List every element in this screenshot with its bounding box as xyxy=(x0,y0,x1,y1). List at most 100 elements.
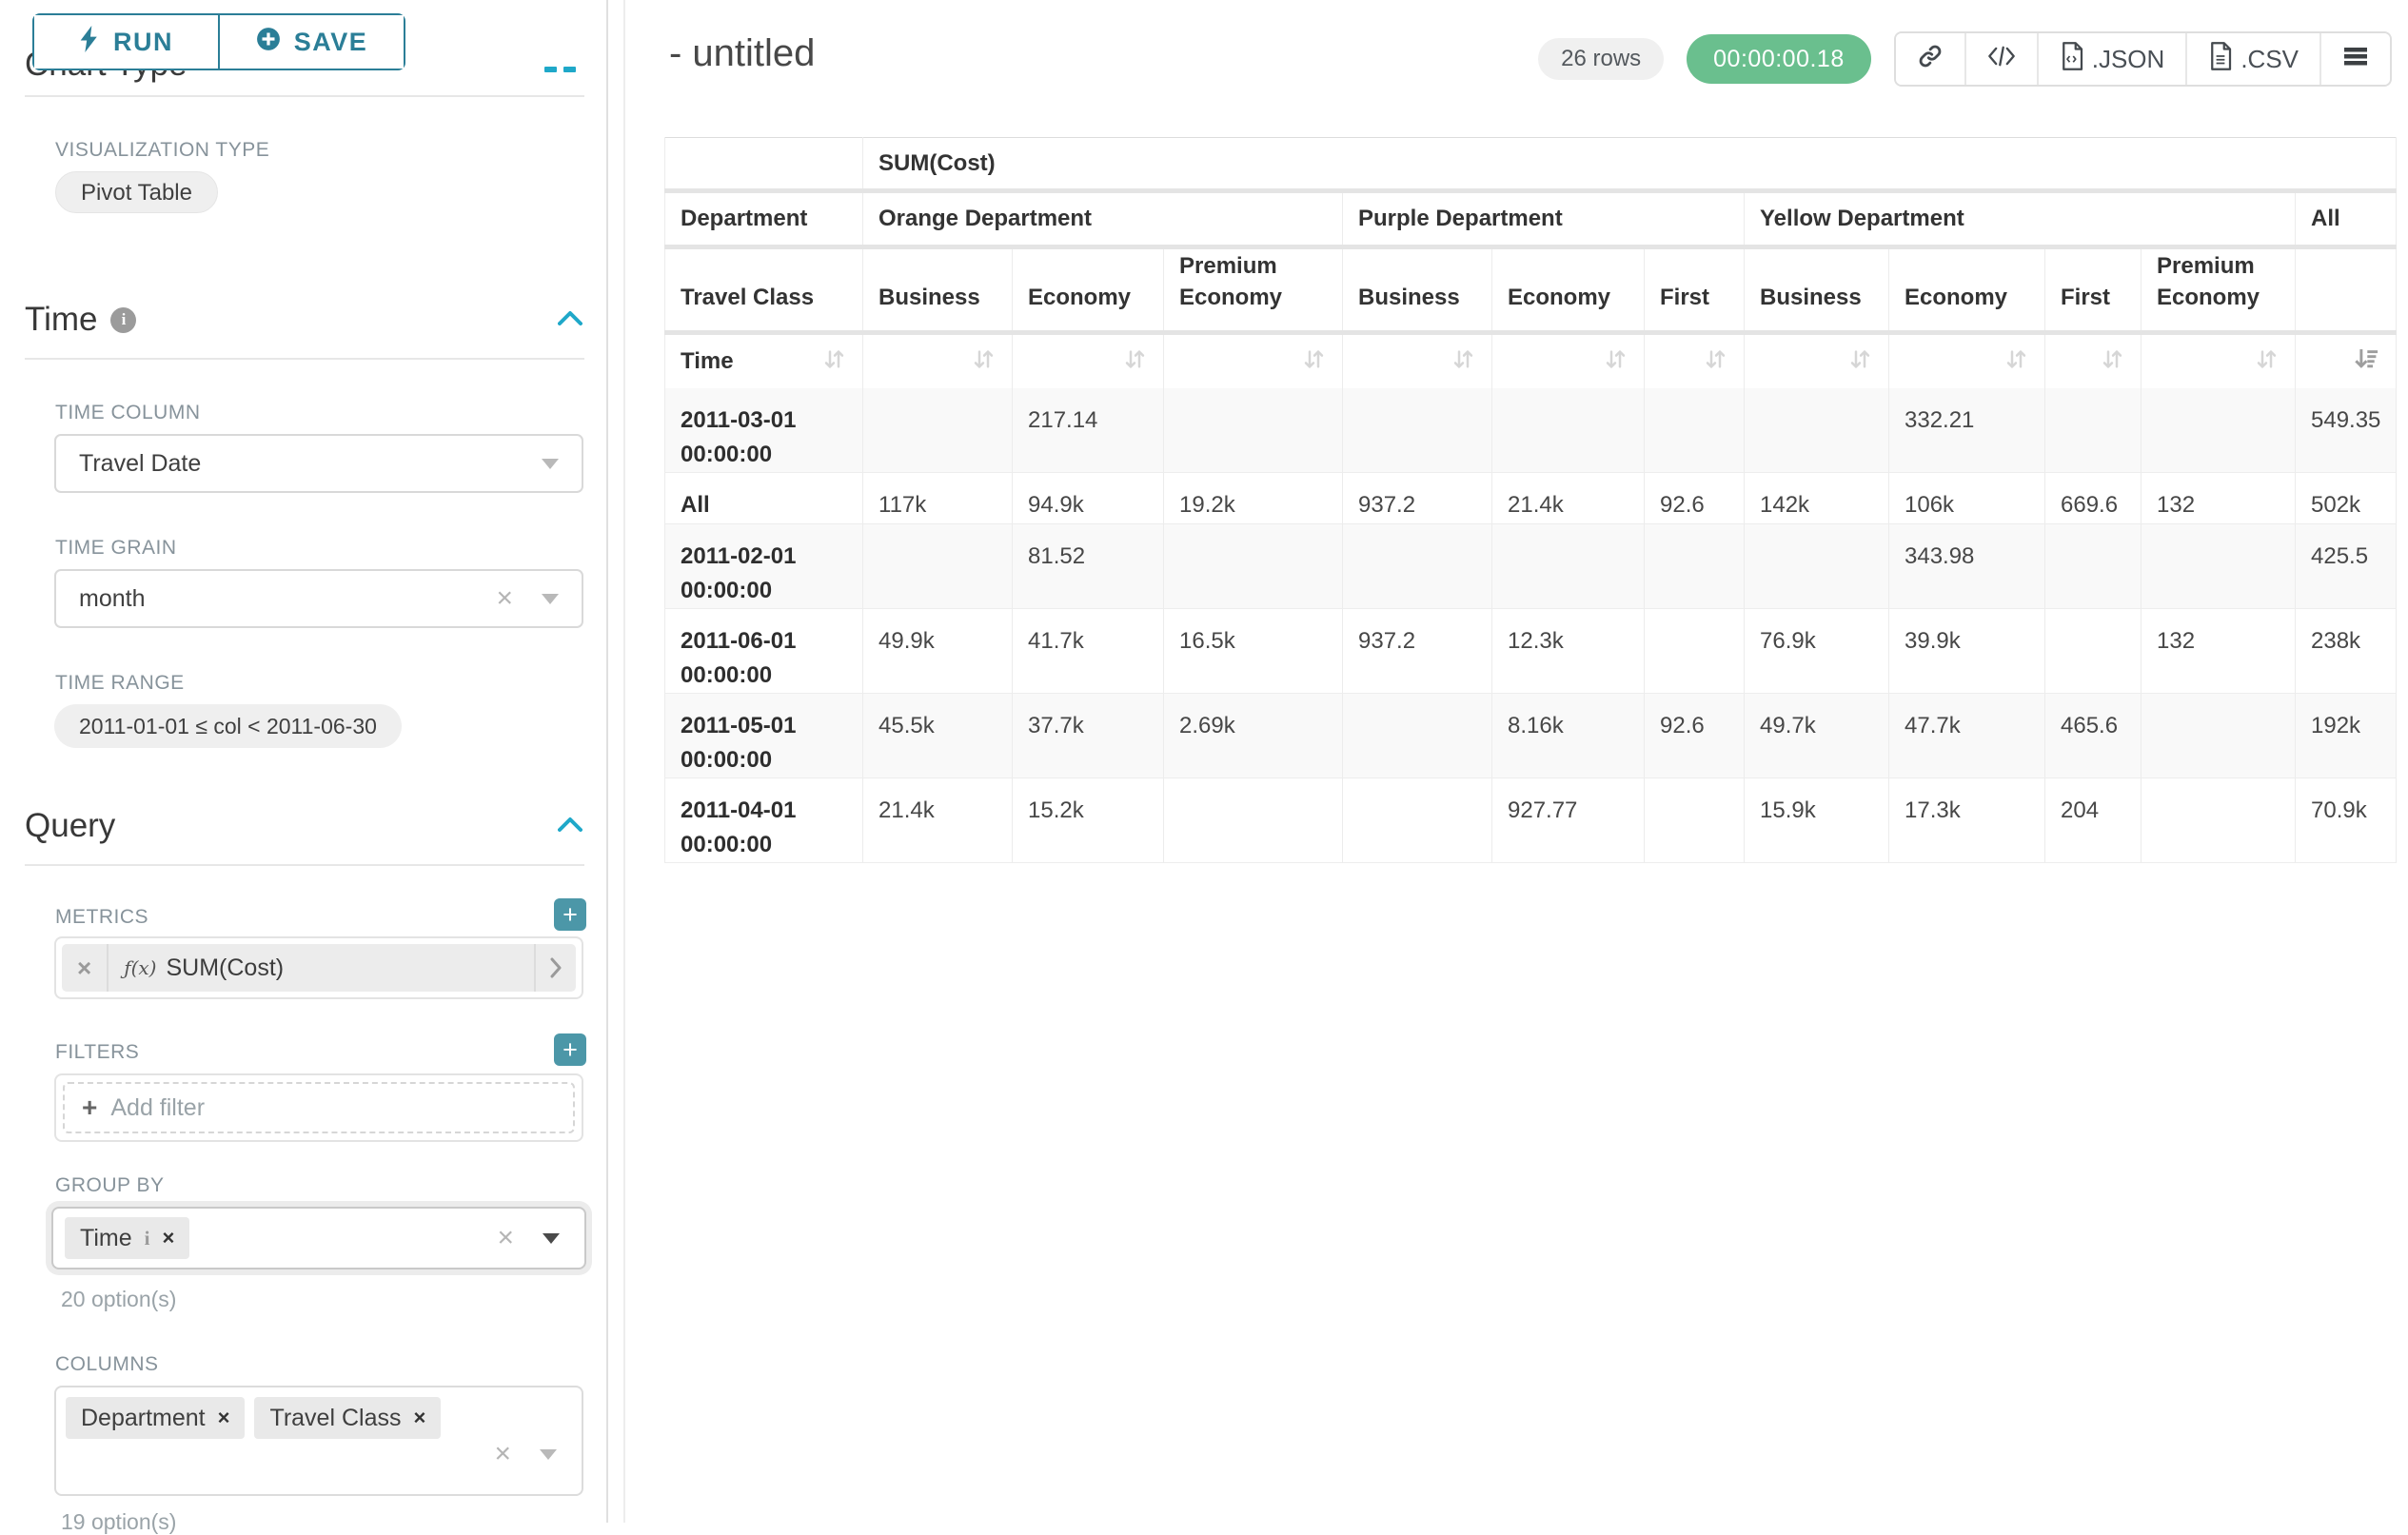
remove-tag-icon[interactable]: × xyxy=(217,1406,230,1429)
value-cell xyxy=(1163,387,1343,473)
row-header-cell: 2011-05-01 00:00:00 xyxy=(664,693,863,778)
clear-icon[interactable]: × xyxy=(496,582,513,614)
value-cell: 502k xyxy=(2294,472,2398,524)
export-json-button[interactable]: .JSON xyxy=(2036,33,2186,85)
group-by-select[interactable]: Time i × × xyxy=(51,1207,586,1269)
export-csv-button[interactable]: .CSV xyxy=(2185,33,2319,85)
embed-code-button[interactable] xyxy=(1964,33,2037,85)
sort-cell xyxy=(862,332,1013,388)
info-icon: i xyxy=(144,1226,150,1250)
column-header: Economy xyxy=(1491,246,1645,335)
sort-icon[interactable] xyxy=(971,346,997,377)
sort-icon[interactable] xyxy=(1847,346,1873,377)
sort-icon[interactable] xyxy=(1603,346,1628,377)
sort-icon[interactable] xyxy=(2100,346,2125,377)
collapse-query-chevron-icon[interactable] xyxy=(558,817,582,837)
save-button[interactable]: SAVE xyxy=(218,15,404,69)
columns-tag-travel-class[interactable]: Travel Class × xyxy=(254,1397,442,1439)
value-cell xyxy=(2044,523,2142,609)
query-section-heading: Query xyxy=(25,807,116,844)
value-cell: 94.9k xyxy=(1012,472,1164,524)
table-row: 2011-05-01 00:00:00 45.5k 37.7k 2.69k 8.16k 9… xyxy=(664,693,2398,778)
value-cell: 15.9k xyxy=(1744,777,1889,863)
sort-cell xyxy=(1163,332,1343,388)
value-cell xyxy=(1491,523,1645,609)
value-cell: 132 xyxy=(2141,608,2296,694)
value-cell xyxy=(862,523,1013,609)
value-cell: 19.2k xyxy=(1163,472,1343,524)
section-divider xyxy=(25,95,584,97)
info-icon[interactable]: i xyxy=(110,306,137,333)
link-icon xyxy=(1917,43,1944,76)
value-cell: 15.2k xyxy=(1012,777,1164,863)
remove-tag-icon[interactable]: × xyxy=(413,1406,426,1429)
metric-pill[interactable]: × ƒ(x) SUM(Cost) xyxy=(62,944,576,992)
value-cell: 81.52 xyxy=(1012,523,1164,609)
value-cell: 927.77 xyxy=(1491,777,1645,863)
value-cell: 937.2 xyxy=(1342,472,1492,524)
bolt-icon xyxy=(79,25,100,59)
value-cell xyxy=(1644,523,1745,609)
value-cell xyxy=(1342,777,1492,863)
run-button[interactable]: RUN xyxy=(34,15,218,69)
sort-icon[interactable] xyxy=(1122,346,1148,377)
row-count-badge: 26 rows xyxy=(1538,38,1665,80)
columns-select[interactable]: Department × Travel Class × × xyxy=(54,1386,583,1496)
time-column-select[interactable]: Travel Date xyxy=(54,434,583,493)
value-cell: 217.14 xyxy=(1012,387,1164,473)
expand-metric-chevron-icon[interactable] xyxy=(534,944,576,992)
column-header xyxy=(2294,246,2398,335)
pivot-table: SUM(Cost) Department Orange Department Purp… xyxy=(664,137,2398,863)
group-by-tag-time[interactable]: Time i × xyxy=(65,1217,190,1259)
remove-metric-icon[interactable]: × xyxy=(62,944,109,992)
sort-icon[interactable] xyxy=(1703,346,1728,377)
sort-cell xyxy=(2141,332,2296,388)
add-filter-dropzone[interactable]: + Add filter xyxy=(63,1082,575,1133)
row-header-cell: All xyxy=(664,472,863,524)
value-cell xyxy=(862,387,1013,473)
sort-icon[interactable] xyxy=(1451,346,1476,377)
row-dimension-header: Time xyxy=(664,332,863,388)
row-header-cell: 2011-03-01 00:00:00 xyxy=(664,387,863,473)
control-panel: Chart Type RUN SAVE VISUALIZATION TYPE P… xyxy=(0,0,625,1534)
sort-icon[interactable] xyxy=(2254,346,2280,377)
value-cell: 669.6 xyxy=(2044,472,2142,524)
metrics-label: METRICS xyxy=(55,906,148,928)
copy-link-button[interactable] xyxy=(1895,33,1964,85)
value-cell: 49.7k xyxy=(1744,693,1889,778)
value-cell xyxy=(2141,777,2296,863)
group-by-options-count: 20 option(s) xyxy=(61,1287,177,1311)
department-corner-header: Department xyxy=(664,190,863,249)
result-toolbar: 26 rows 00:00:00.18 xyxy=(1538,31,2392,87)
sort-icon[interactable] xyxy=(2003,346,2029,377)
clear-icon[interactable]: × xyxy=(494,1438,511,1469)
sort-desc-icon[interactable] xyxy=(2353,346,2380,377)
column-header: Economy xyxy=(1888,246,2045,335)
time-range-pill[interactable]: 2011-01-01 ≤ col < 2011-06-30 xyxy=(54,704,402,748)
collapse-time-chevron-icon[interactable] xyxy=(558,310,582,331)
value-cell: 16.5k xyxy=(1163,608,1343,694)
sort-cell xyxy=(1012,332,1164,388)
sort-icon[interactable] xyxy=(821,346,847,377)
value-cell: 70.9k xyxy=(2294,777,2398,863)
chart-title[interactable]: - untitled xyxy=(669,32,816,74)
value-cell xyxy=(1744,523,1889,609)
metric-header: SUM(Cost) xyxy=(861,137,2398,193)
sort-cell xyxy=(2044,332,2142,388)
value-cell: 39.9k xyxy=(1888,608,2045,694)
remove-tag-icon[interactable]: × xyxy=(162,1226,175,1250)
value-cell xyxy=(2141,693,2296,778)
add-filter-button[interactable]: + xyxy=(554,1033,586,1066)
add-metric-button[interactable]: + xyxy=(554,898,586,931)
time-grain-select[interactable]: month × xyxy=(54,569,583,628)
menu-button[interactable] xyxy=(2319,33,2390,85)
column-group-header: Orange Department xyxy=(862,190,1343,249)
column-group-header: Purple Department xyxy=(1342,190,1745,249)
columns-tag-department[interactable]: Department × xyxy=(66,1397,246,1439)
code-icon xyxy=(1987,44,2016,75)
sort-cell xyxy=(1491,332,1645,388)
clear-icon[interactable]: × xyxy=(497,1222,514,1253)
viz-type-pill[interactable]: Pivot Table xyxy=(55,171,218,213)
sort-icon[interactable] xyxy=(1301,346,1327,377)
panel-divider[interactable] xyxy=(606,0,608,1523)
